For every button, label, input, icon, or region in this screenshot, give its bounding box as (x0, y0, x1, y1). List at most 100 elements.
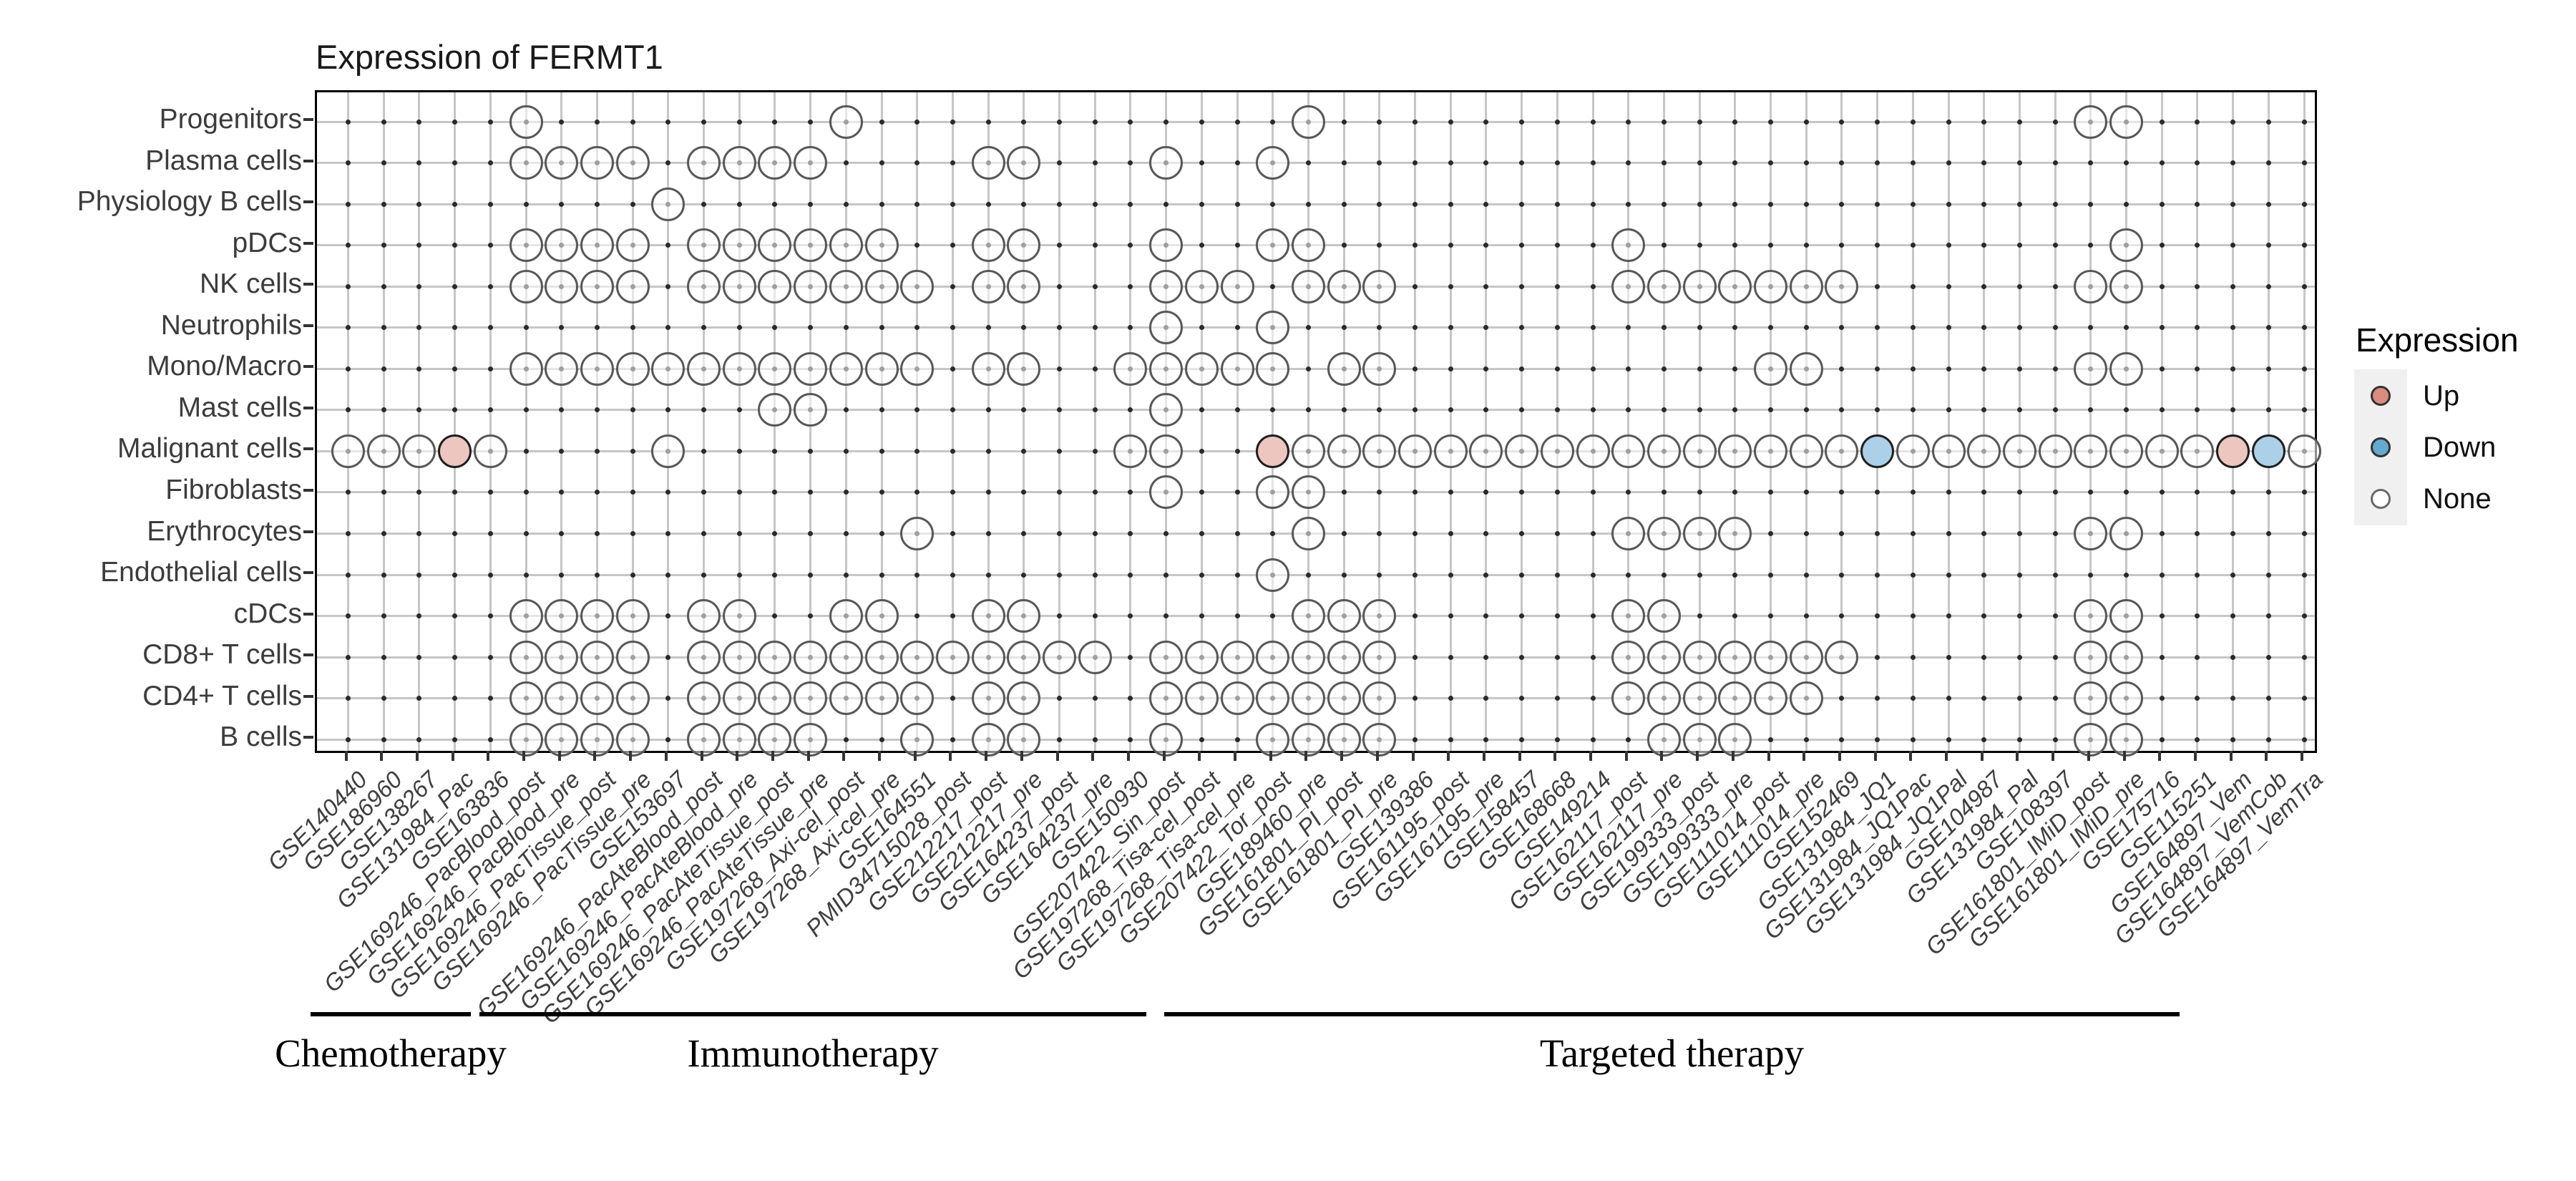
grid-intersection-dot (487, 696, 493, 701)
expression-dot-none (829, 269, 863, 303)
grid-intersection-dot (523, 572, 529, 578)
grid-intersection-dot (772, 572, 778, 578)
grid-intersection-dot (1057, 160, 1062, 166)
grid-line-vertical (560, 92, 563, 751)
grid-intersection-dot (808, 531, 814, 536)
expression-dot-none (1291, 434, 1325, 468)
grid-intersection-dot (1483, 654, 1489, 660)
expression-dot-none (758, 228, 792, 263)
grid-intersection-dot (1946, 243, 1951, 248)
grid-intersection-dot (1092, 572, 1098, 578)
y-axis-label: pDCs (232, 227, 302, 258)
expression-dot-none (2109, 517, 2143, 550)
grid-intersection-dot (1092, 407, 1098, 413)
expression-dot-none (864, 599, 899, 633)
expression-dot-none (1433, 434, 1468, 468)
grid-intersection-dot (1092, 325, 1098, 331)
grid-intersection-dot (1199, 448, 1204, 454)
expression-dot-none (509, 228, 543, 263)
grid-intersection-dot (1377, 531, 1382, 536)
expression-dot-none (2109, 434, 2143, 468)
grid-intersection-dot (1768, 201, 1773, 207)
grid-intersection-dot (1981, 572, 1987, 578)
grid-intersection-dot (1554, 490, 1560, 495)
expression-dot-none (1007, 146, 1041, 180)
grid-intersection-dot (2016, 572, 2022, 578)
grid-intersection-dot (1234, 201, 1240, 207)
grid-intersection-dot (2159, 407, 2165, 413)
grid-intersection-dot (2265, 572, 2271, 578)
grid-intersection-dot (487, 325, 493, 331)
grid-intersection-dot (1910, 243, 1916, 248)
grid-intersection-dot (701, 531, 706, 536)
y-axis-label: Neutrophils (160, 309, 302, 341)
expression-dot-none (794, 722, 828, 757)
x-axis-tick (806, 751, 810, 761)
expression-dot-none (1362, 681, 1397, 716)
grid-intersection-dot (1377, 243, 1382, 248)
expression-dot-none (794, 269, 828, 303)
grid-intersection-dot (1981, 696, 1987, 701)
grid-intersection-dot (1057, 119, 1062, 125)
grid-intersection-dot (1910, 366, 1916, 371)
grid-intersection-dot (1626, 325, 1631, 331)
x-axis-tick (1091, 751, 1095, 761)
grid-intersection-dot (1341, 160, 1347, 166)
grid-intersection-dot (1519, 531, 1525, 536)
grid-intersection-dot (1128, 160, 1133, 166)
expression-dot-none (580, 269, 614, 303)
grid-intersection-dot (630, 201, 635, 207)
expression-dot-none (1611, 599, 1646, 633)
grid-intersection-dot (736, 490, 742, 495)
grid-intersection-dot (879, 201, 884, 207)
expression-dot-none (1646, 434, 1681, 468)
grid-line-vertical (1414, 92, 1416, 751)
grid-intersection-dot (985, 490, 991, 495)
expression-dot-none (1718, 640, 1752, 674)
x-axis-tick (1553, 751, 1557, 761)
x-axis-tick (1020, 751, 1023, 761)
grid-intersection-dot (914, 448, 920, 454)
grid-intersection-dot (452, 160, 458, 166)
grid-intersection-dot (1554, 243, 1560, 248)
grid-intersection-dot (2301, 243, 2307, 248)
grid-intersection-dot (1554, 737, 1560, 742)
grid-line-vertical (1840, 92, 1843, 751)
x-axis-tick (1589, 751, 1592, 761)
grid-intersection-dot (772, 613, 778, 619)
grid-intersection-dot (1341, 119, 1347, 125)
grid-intersection-dot (1946, 201, 1951, 207)
y-axis-tick (303, 159, 313, 162)
x-axis-tick (2016, 751, 2019, 761)
expression-dot-none (1682, 640, 1717, 674)
y-axis-label: Physiology B cells (77, 186, 302, 218)
grid-intersection-dot (1448, 283, 1453, 289)
grid-line-vertical (1911, 92, 1914, 751)
grid-intersection-dot (1910, 613, 1916, 619)
expression-dot-none (1718, 722, 1752, 757)
grid-intersection-dot (559, 325, 565, 331)
expression-dot-none (1682, 434, 1717, 468)
expression-dot-none (1646, 722, 1681, 757)
grid-intersection-dot (2159, 531, 2165, 536)
grid-intersection-dot (914, 490, 920, 495)
x-axis-tick (878, 751, 881, 761)
expression-dot-none (1682, 517, 1717, 550)
y-axis-tick (303, 406, 313, 409)
grid-intersection-dot (2088, 160, 2094, 166)
grid-intersection-dot (2265, 283, 2271, 289)
grid-intersection-dot (2195, 696, 2200, 701)
grid-line-vertical (1449, 92, 1452, 751)
grid-intersection-dot (1981, 160, 1987, 166)
grid-intersection-dot (416, 531, 422, 536)
grid-intersection-dot (1697, 325, 1702, 331)
expression-dot-none (2074, 434, 2108, 468)
expression-dot-none (1256, 640, 1290, 674)
grid-intersection-dot (1946, 160, 1951, 166)
grid-intersection-dot (2016, 407, 2022, 413)
grid-intersection-dot (1199, 613, 1204, 619)
grid-intersection-dot (843, 325, 849, 331)
grid-intersection-dot (487, 737, 493, 742)
expression-dot-none (1540, 434, 1574, 468)
x-axis-tick (700, 751, 703, 761)
